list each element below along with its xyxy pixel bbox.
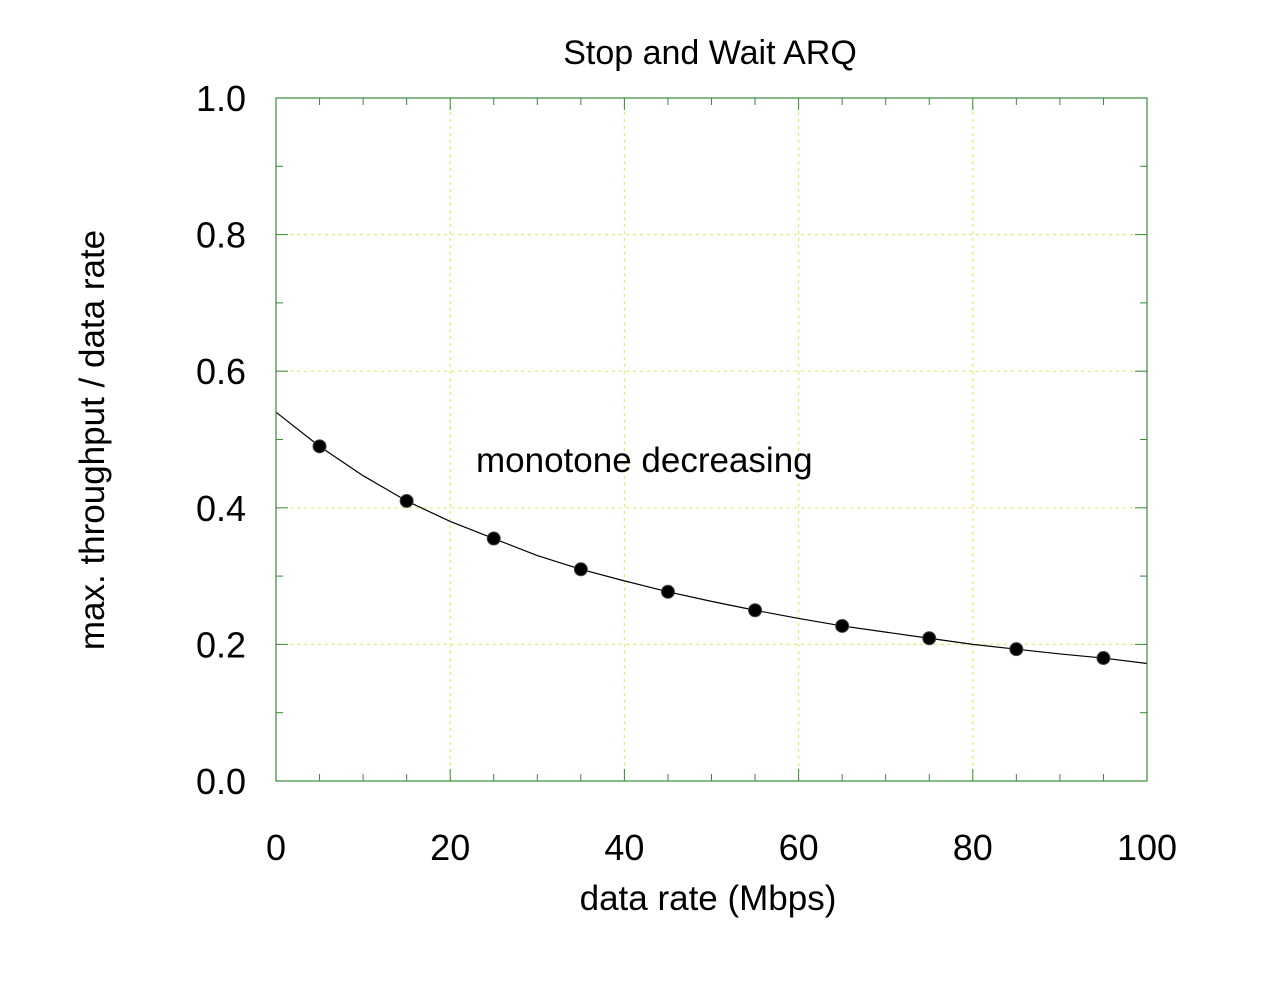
y-tick-label: 0.4 — [196, 488, 246, 529]
data-point — [748, 603, 763, 618]
y-tick-labels: 0.0 0.2 0.4 0.6 0.8 1.0 — [196, 78, 246, 802]
y-tick-label: 0.8 — [196, 215, 246, 256]
grid — [276, 98, 1147, 781]
y-tick-label: 0.2 — [196, 624, 246, 665]
axis-ticks — [275, 97, 1148, 782]
x-tick-label: 0 — [266, 827, 286, 868]
x-tick-label: 60 — [779, 827, 819, 868]
chart-annotation: monotone decreasing — [476, 441, 813, 480]
chart-title: Stop and Wait ARQ — [563, 34, 857, 72]
y-axis-label: max. throughput / data rate — [73, 230, 112, 650]
data-point — [486, 531, 501, 546]
data-point — [1009, 642, 1024, 657]
y-tick-label: 1.0 — [196, 78, 246, 119]
data-point — [399, 493, 414, 508]
data-point — [312, 439, 327, 454]
plot-frame — [275, 97, 1148, 782]
y-tick-label: 0.6 — [196, 351, 246, 392]
data-point — [573, 562, 588, 577]
x-tick-label: 80 — [953, 827, 993, 868]
fitted-curve-line — [275, 411, 1148, 665]
data-point — [835, 618, 850, 633]
x-tick-label: 40 — [604, 827, 644, 868]
data-point — [1096, 651, 1111, 666]
x-tick-labels: 0 20 40 60 80 100 — [266, 827, 1177, 868]
data-points-series — [312, 439, 1111, 666]
x-tick-label: 100 — [1117, 827, 1177, 868]
data-point — [922, 631, 937, 646]
y-tick-label: 0.0 — [196, 761, 246, 802]
x-tick-label: 20 — [430, 827, 470, 868]
fitted-curve-series — [275, 411, 1148, 665]
x-axis-label: data rate (Mbps) — [580, 879, 837, 918]
data-point — [660, 584, 675, 599]
